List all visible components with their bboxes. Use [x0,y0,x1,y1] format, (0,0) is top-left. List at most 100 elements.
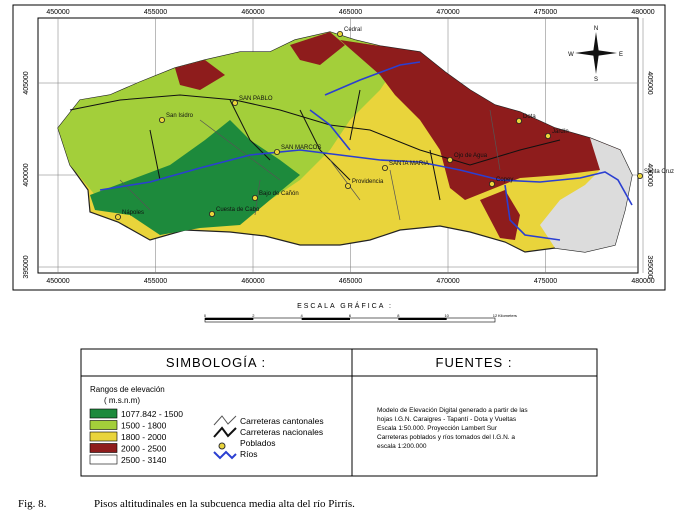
symbol-label: Carreteras nacionales [240,427,323,437]
icon-cantonal [213,415,237,426]
elevation-2000-2500-south [480,190,520,240]
town-label: Nápoles [122,210,144,216]
range-swatch [89,408,118,419]
sources-line: escala 1:200.000 [377,443,427,450]
icon-town [218,442,226,450]
y-coord-left: 400000 [23,163,30,186]
x-coord-top: 450000 [46,9,69,16]
symbol-icons [213,415,237,460]
town-marker [344,182,351,189]
range-label: 1077.842 - 1500 [121,409,183,419]
scale-ticks: 0 2 4 6 8 10 12 Kilometers [204,313,517,320]
range-label: 2500 - 3140 [121,455,167,465]
elevation-map [57,31,633,253]
y-coord-right: 400000 [646,163,653,186]
scale-tick-label: 8 [397,313,400,318]
scale-segment [205,318,254,320]
x-coord-top: 455000 [144,9,167,16]
legend-box [80,348,598,477]
town-label: Dota [523,114,536,120]
town-marker [637,172,644,179]
x-coord-bottom: 460000 [241,278,264,285]
symbology-title: SIMBOLOGÍA : [166,355,266,370]
town-marker [446,156,453,163]
x-coord-bottom: 480000 [631,278,654,285]
y-coord-right: 395000 [646,255,653,278]
town-label: Copey [496,177,513,183]
y-coord-left: 405000 [23,71,30,94]
town-label: Santa Cruz [644,169,674,175]
town-marker [336,30,343,37]
town-marker [208,210,215,217]
x-coord-bottom: 475000 [534,278,557,285]
compass-n: N [594,26,598,32]
scale-tick-label: 6 [349,313,352,318]
compass-w: W [568,52,574,58]
town-label: Providencia [352,179,384,185]
compass-we [575,50,617,56]
x-coord-bottom: 450000 [46,278,69,285]
sources-line: Escala 1:50.000. Proyección Lambert Sur [377,425,498,432]
town-label: Jardín [552,129,569,135]
elevation-2000-2500-east [340,40,620,200]
elevation-2000-2500-north [175,32,345,90]
cantonal-roads [119,109,501,221]
town-label: Ojo de Agua [454,153,488,159]
range-swatch [89,420,118,430]
sources-line: Modelo de Elevación Digital generado a p… [377,407,528,414]
scale-title: ESCALA GRÁFICA : [297,301,393,310]
x-coord-top: 470000 [436,9,459,16]
caption-text: Pisos altitudinales en la subcuenca medi… [94,498,355,510]
range-swatch [89,443,118,453]
sources-title: FUENTES : [436,355,513,370]
elevation-2500-3140 [540,138,632,252]
compass-e: E [619,52,623,58]
scale-tick-label: 4 [301,313,304,318]
y-coord-right: 405000 [646,71,653,94]
town-label: SAN PABLO [239,96,273,102]
sources-line: Carreteras poblados y ríos tomados del I… [377,434,515,441]
x-coord-bottom: 455000 [144,278,167,285]
scale-tick-label: 2 [252,313,255,318]
sources-text: Modelo de Elevación Digital generado a p… [377,407,528,450]
symbol-label: Carreteras cantonales [240,416,324,426]
symbol-label: Ríos [240,449,257,459]
x-coord-top: 475000 [534,9,557,16]
town-marker [381,164,388,171]
town-label: Bajo de Cañón [259,191,299,197]
range-label: 2000 - 2500 [121,444,167,454]
range-swatch [89,431,118,442]
town-marker [158,117,165,124]
town-marker [545,132,552,139]
x-coord-bottom: 470000 [436,278,459,285]
town-marker [516,118,523,125]
icon-river [213,450,237,460]
town-marker [115,213,122,220]
range-label: 1800 - 2000 [121,432,167,442]
town-marker [273,148,280,155]
rivers [99,61,633,241]
town-label: SAN MARCOS [281,145,321,151]
x-coord-top: 465000 [339,9,362,16]
range-label: 1500 - 1800 [121,421,167,431]
range-swatch [89,454,118,465]
sources-line: hojas I.G.N. Caraigres - Tapantí - Dota … [377,416,517,423]
scale-unit: Kilometers [498,313,517,318]
towns: Cedral SAN PABLO San Isidro SAN MARCOS SANTA… [115,27,674,220]
town-label: Cedral [344,27,362,33]
x-coord-top: 460000 [241,9,264,16]
elevation-1077-1500 [90,120,300,235]
town-label: Cuesta de Cabo [216,207,260,213]
scale-tick-label: 12 [493,313,498,318]
ranges-unit: ( m.s.n.m) [104,396,140,405]
x-coord-bottom: 465000 [339,278,362,285]
town-marker [251,194,258,201]
town-marker [231,100,238,107]
ranges-title: Rangos de elevación [90,385,165,394]
y-coord-left: 395000 [23,255,30,278]
symbol-label: Poblados [240,438,275,448]
